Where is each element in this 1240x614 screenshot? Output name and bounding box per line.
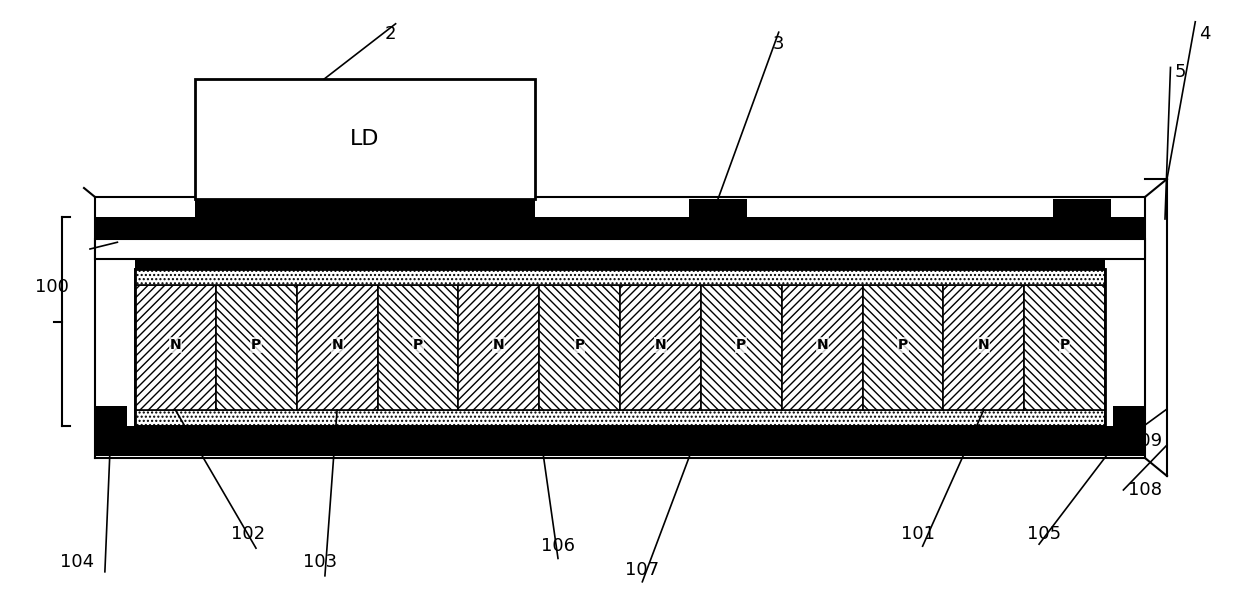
Text: 104: 104 — [60, 553, 94, 571]
Bar — [135, 269, 1105, 285]
Text: P: P — [574, 338, 585, 352]
Bar — [135, 269, 1105, 426]
Bar — [216, 285, 296, 410]
Bar — [296, 285, 377, 410]
Text: 102: 102 — [231, 525, 265, 543]
Text: 3: 3 — [773, 35, 785, 53]
Text: 1: 1 — [99, 221, 112, 239]
Text: 101: 101 — [900, 525, 935, 543]
Text: 108: 108 — [1128, 481, 1162, 499]
Bar — [620, 285, 701, 410]
Bar — [135, 259, 1105, 269]
Text: N: N — [331, 338, 343, 352]
Bar — [781, 285, 863, 410]
Bar — [95, 426, 1145, 456]
Bar — [539, 285, 620, 410]
Bar — [135, 410, 1105, 426]
Bar — [135, 285, 216, 410]
Text: 109: 109 — [1128, 432, 1163, 450]
Text: 2: 2 — [384, 25, 397, 43]
Text: 105: 105 — [1027, 525, 1061, 543]
Text: N: N — [655, 338, 666, 352]
Bar — [944, 285, 1024, 410]
Text: N: N — [494, 338, 505, 352]
Bar — [95, 406, 126, 426]
Text: N: N — [978, 338, 990, 352]
Bar — [377, 285, 459, 410]
Text: 4: 4 — [1199, 25, 1211, 43]
Bar — [701, 285, 781, 410]
Text: P: P — [252, 338, 262, 352]
Text: P: P — [737, 338, 746, 352]
Text: 103: 103 — [303, 553, 337, 571]
Bar — [1024, 285, 1105, 410]
Bar — [95, 239, 1145, 259]
Bar — [1114, 406, 1145, 426]
Text: P: P — [413, 338, 423, 352]
Text: N: N — [816, 338, 828, 352]
Bar — [195, 79, 534, 199]
Text: P: P — [898, 338, 908, 352]
Text: 5: 5 — [1174, 63, 1187, 82]
Text: P: P — [1059, 338, 1070, 352]
Bar — [95, 217, 1145, 239]
Text: 106: 106 — [541, 537, 575, 556]
Bar — [459, 285, 539, 410]
Text: N: N — [170, 338, 181, 352]
Bar — [195, 199, 534, 217]
Bar — [863, 285, 944, 410]
Text: LD: LD — [350, 129, 379, 149]
Text: 107: 107 — [625, 561, 660, 579]
Text: 100: 100 — [35, 278, 69, 297]
Bar — [689, 199, 746, 217]
Bar — [1053, 199, 1111, 217]
